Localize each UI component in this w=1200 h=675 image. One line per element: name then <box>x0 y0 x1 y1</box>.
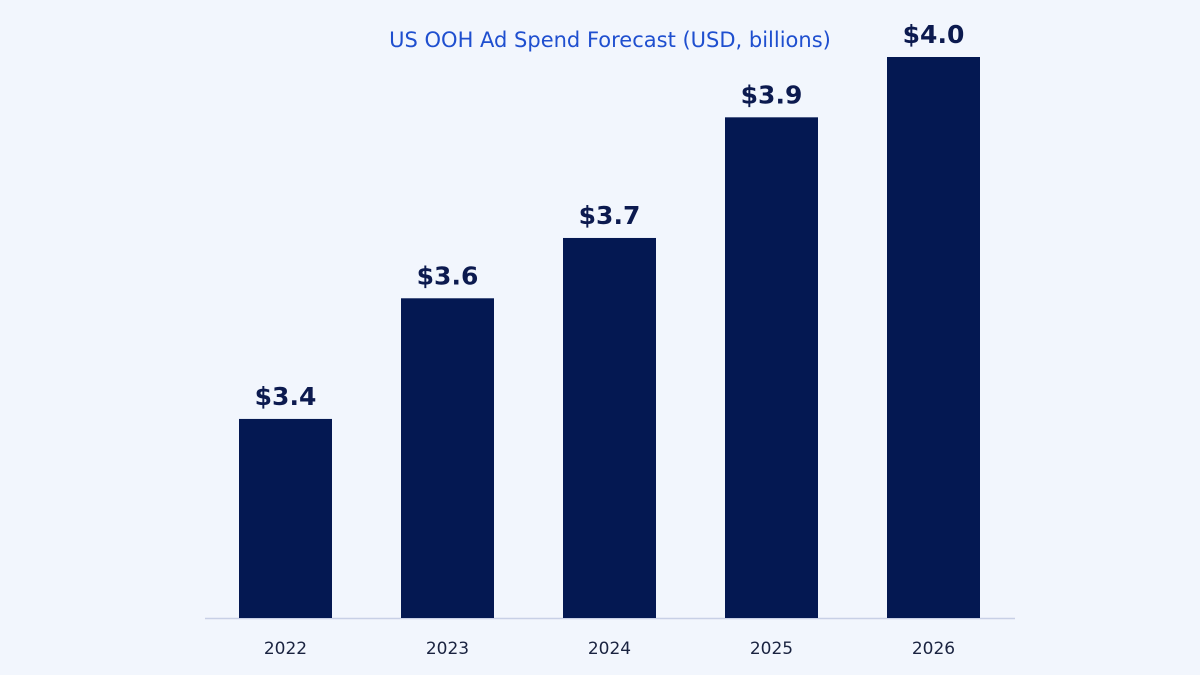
bar-2023 <box>401 298 494 618</box>
x-tick-label: 2026 <box>912 639 955 659</box>
data-label: $4.0 <box>903 20 965 49</box>
chart-title: US OOH Ad Spend Forecast (USD, billions) <box>389 28 831 52</box>
bar-2025 <box>725 117 818 619</box>
bar-2022 <box>239 418 332 618</box>
x-tick-label: 2022 <box>264 639 307 659</box>
bar-2026 <box>887 57 980 618</box>
x-tick-label: 2024 <box>588 639 631 659</box>
data-label: $3.9 <box>741 80 803 109</box>
data-label: $3.4 <box>255 382 317 411</box>
x-tick-label: 2023 <box>426 639 469 659</box>
data-label: $3.6 <box>417 261 479 290</box>
x-tick-label: 2025 <box>750 639 793 659</box>
bar-2024 <box>563 237 656 618</box>
data-label: $3.7 <box>579 201 641 230</box>
